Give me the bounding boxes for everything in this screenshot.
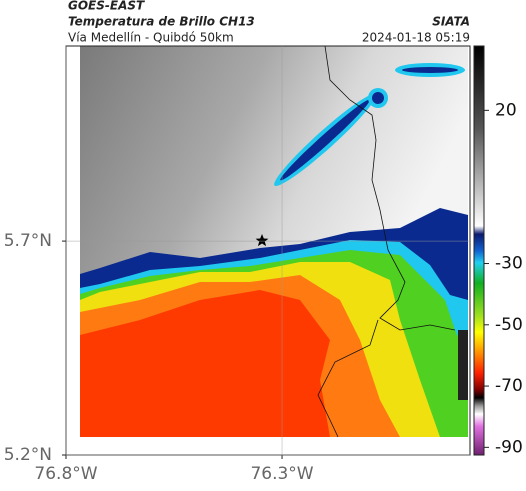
colorbar-tick-label: -30 bbox=[495, 254, 523, 274]
x-tick-label: 76.3°W bbox=[250, 464, 313, 484]
agency: SIATA bbox=[432, 15, 470, 29]
colorbar bbox=[473, 45, 485, 456]
y-tick-label: 5.2°N bbox=[4, 445, 52, 465]
subtitle: Vía Medellín - Quibdó 50km bbox=[68, 31, 234, 45]
colorbar-tick-label: 20 bbox=[495, 100, 517, 120]
source: GOES-EAST bbox=[68, 0, 145, 13]
colorbar-tick-label: -90 bbox=[495, 437, 523, 457]
y-tick-label: 5.7°N bbox=[4, 231, 52, 251]
satellite-image bbox=[80, 46, 468, 437]
title: Temperatura de Brillo CH13 bbox=[68, 15, 255, 29]
colorbar-tick-label: -50 bbox=[495, 315, 523, 335]
colorbar-tick-label: -70 bbox=[495, 376, 523, 396]
x-tick-label: 76.8°W bbox=[34, 464, 97, 484]
timestamp: 2024-01-18 05:19 bbox=[362, 31, 470, 45]
location-marker bbox=[255, 234, 269, 247]
